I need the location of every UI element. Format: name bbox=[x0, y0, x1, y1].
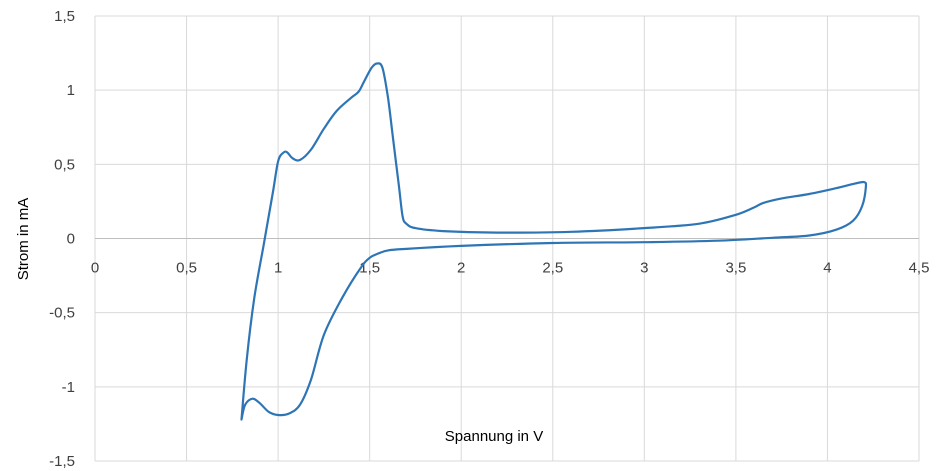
y-tick-label: -1,5 bbox=[49, 453, 75, 470]
x-tick-label: 3,5 bbox=[725, 260, 746, 277]
y-tick-labels: -1,5 -1 -0,5 0 0,5 1 1,5 bbox=[49, 8, 75, 470]
y-tick-label: 1 bbox=[67, 82, 75, 99]
x-tick-label: 4,5 bbox=[909, 260, 930, 277]
y-tick-label: -1 bbox=[62, 379, 75, 396]
x-tick-label: 0 bbox=[91, 260, 99, 277]
x-tick-label: 2 bbox=[457, 260, 465, 277]
y-axis-title: Strom in mA bbox=[15, 198, 32, 281]
y-tick-label: 0,5 bbox=[54, 156, 75, 173]
x-tick-label: 0,5 bbox=[176, 260, 197, 277]
series-layer bbox=[240, 62, 868, 421]
series-line bbox=[240, 62, 868, 421]
x-tick-label: 2,5 bbox=[542, 260, 563, 277]
gridlines bbox=[94, 15, 920, 462]
y-tick-label: -0,5 bbox=[49, 305, 75, 322]
x-tick-label: 4 bbox=[823, 260, 831, 277]
x-tick-label: 1 bbox=[274, 260, 282, 277]
y-tick-label: 1,5 bbox=[54, 8, 75, 25]
x-axis-title: Spannung in V bbox=[445, 428, 543, 445]
x-tick-label: 1,5 bbox=[359, 260, 380, 277]
y-tick-label: 0 bbox=[67, 231, 75, 248]
x-tick-label: 3 bbox=[640, 260, 648, 277]
